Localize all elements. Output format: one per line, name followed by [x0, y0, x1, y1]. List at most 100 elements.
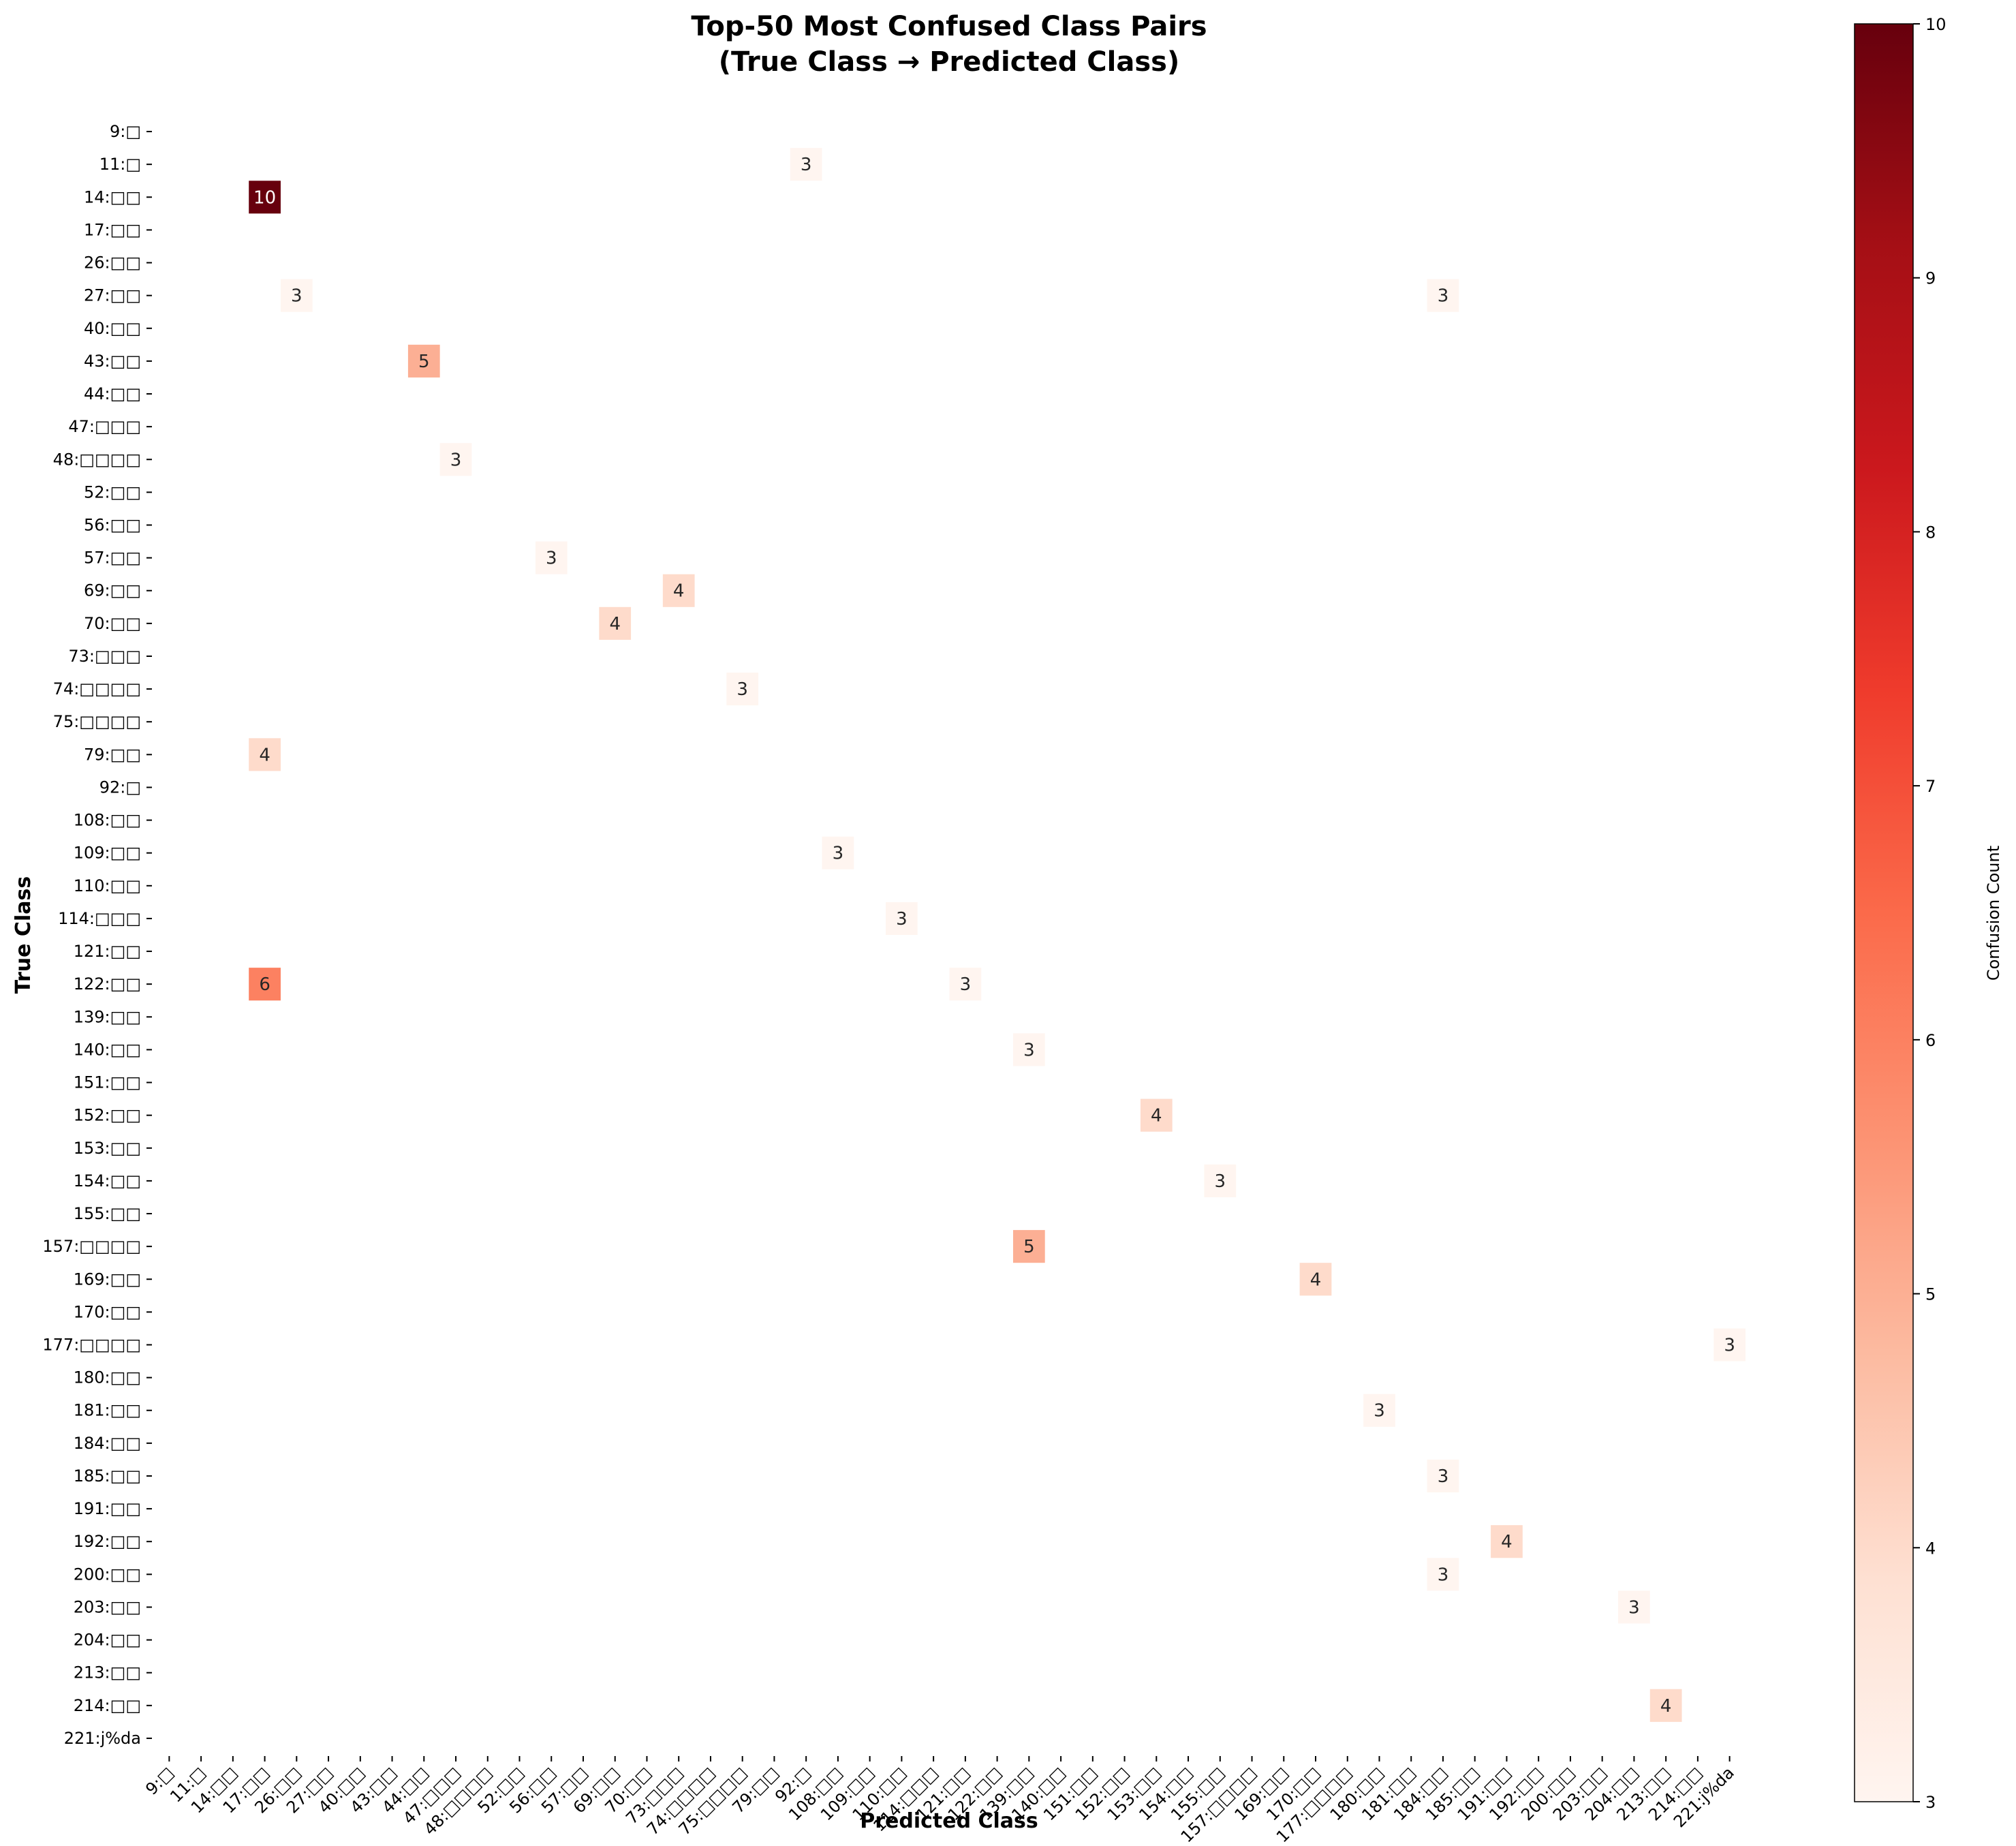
- cell-value-label: 3: [960, 974, 972, 995]
- heatmap-cell: [1012, 1033, 1045, 1066]
- y-tick-label: 177:□□□□: [42, 1336, 141, 1355]
- y-tick-label: 52:□□: [84, 482, 141, 502]
- colorbar-tick-label: 6: [1925, 1031, 1936, 1050]
- cell-value-label: 3: [896, 909, 908, 929]
- colorbar: [1855, 24, 1913, 1802]
- cell-value-label: 5: [1023, 1237, 1035, 1257]
- colorbar-tick-label: 7: [1925, 777, 1936, 796]
- cell-value-label: 3: [450, 450, 462, 470]
- x-axis-label: Predicted Class: [860, 1809, 1038, 1833]
- heatmap-cell: [662, 574, 695, 607]
- y-tick-label: 214:□□: [74, 1696, 141, 1715]
- heatmap-cell: [822, 836, 854, 870]
- colorbar-tick-label: 8: [1925, 523, 1936, 542]
- heatmap-cell: [1427, 1459, 1459, 1493]
- heatmap-cells: 3 10 3 3 5 3 3 4 4 3 4 3 3 6 3 3 4 3 5 4 3 3 3 4 3 3 4: [249, 148, 1746, 1722]
- heatmap-cell: [1012, 1230, 1045, 1263]
- y-tick-label: 170:□□: [74, 1302, 141, 1321]
- chart-title-line-2: (True Class → Predicted Class): [719, 46, 1179, 78]
- y-tick-label: 157:□□□□: [42, 1237, 141, 1256]
- heatmap-cell: [1140, 1098, 1173, 1132]
- cell-value-label: 4: [1660, 1696, 1672, 1717]
- cell-value-label: 10: [253, 187, 276, 208]
- y-tick-label: 43:□□: [84, 352, 141, 371]
- y-tick-label: 26:□□: [84, 253, 141, 273]
- heatmap-cell: [535, 541, 568, 574]
- cell-value-label: 3: [736, 679, 748, 700]
- cell-value-label: 4: [1151, 1106, 1162, 1126]
- y-tick-label: 184:□□: [74, 1434, 141, 1453]
- y-tick-label: 14:□□: [84, 187, 141, 206]
- y-tick-label: 110:□□: [74, 876, 141, 895]
- y-tick-label: 73:□□□: [68, 647, 141, 666]
- y-tick-label: 114:□□□: [58, 909, 141, 928]
- cell-value-label: 3: [801, 155, 812, 175]
- heatmap-cell: [726, 673, 759, 706]
- heatmap-cell: [439, 443, 472, 476]
- y-tick-label: 221:j%da: [64, 1729, 141, 1748]
- y-tick-label: 40:□□: [84, 319, 141, 338]
- y-tick-label: 69:□□: [84, 581, 141, 600]
- y-tick-label: 204:□□: [74, 1631, 141, 1650]
- y-tick-label: 203:□□: [74, 1597, 141, 1616]
- y-tick-label: 70:□□: [84, 614, 141, 633]
- y-tick-label: 11:□: [99, 155, 141, 174]
- colorbar-tick-label: 4: [1925, 1539, 1936, 1558]
- cell-value-label: 3: [1215, 1171, 1226, 1192]
- colorbar-label: Confusion Count: [1984, 846, 2003, 981]
- y-tick-label: 140:□□: [74, 1040, 141, 1059]
- y-tick-label: 200:□□: [74, 1565, 141, 1584]
- cell-value-label: 3: [1438, 286, 1449, 307]
- cell-value-label: 3: [1628, 1597, 1640, 1618]
- heatmap-cell: [249, 968, 281, 1001]
- cell-value-label: 3: [291, 286, 303, 307]
- y-tick-label: 44:□□: [84, 384, 141, 403]
- y-tick-label: 79:□□: [84, 745, 141, 764]
- heatmap-cell: [599, 606, 632, 640]
- cell-value-label: 6: [259, 974, 270, 995]
- heatmap-cell: [249, 738, 281, 771]
- y-tick-label: 57:□□: [84, 549, 141, 568]
- y-tick-label: 75:□□□□: [53, 712, 141, 731]
- heatmap-cell: [1427, 279, 1459, 312]
- y-tick-label: 153:□□: [74, 1139, 141, 1158]
- cell-value-label: 4: [259, 745, 270, 765]
- y-tick-labels: 9:□ 11:□ 14:□□ 17:□□ 26:□□ 27:□□ 40:□□ 43:□□ 44:…: [42, 122, 152, 1748]
- heatmap-cell: [280, 279, 313, 312]
- y-tick-label: 47:□□□: [68, 417, 141, 436]
- y-tick-label: 74:□□□□: [53, 679, 141, 698]
- cell-value-label: 3: [1374, 1401, 1385, 1421]
- y-tick-label: 9:□: [110, 122, 141, 141]
- heatmap-cell: [249, 181, 281, 214]
- y-axis-label: True Class: [12, 876, 35, 994]
- heatmap-cell: [1204, 1164, 1237, 1197]
- colorbar-tick-label: 10: [1925, 15, 1947, 34]
- heatmap-cell: [407, 344, 440, 378]
- y-tick-label: 192:□□: [74, 1532, 141, 1551]
- y-tick-label: 121:□□: [74, 942, 141, 961]
- y-tick-label: 139:□□: [74, 1007, 141, 1026]
- y-tick-label: 154:□□: [74, 1171, 141, 1190]
- y-tick-label: 56:□□: [84, 516, 141, 535]
- heatmap-cell: [1491, 1525, 1523, 1558]
- cell-value-label: 5: [418, 352, 430, 372]
- heatmap-cell: [790, 148, 822, 181]
- y-tick-label: 213:□□: [74, 1663, 141, 1682]
- colorbar-tick-label: 9: [1925, 269, 1936, 288]
- y-tick-label: 169:□□: [74, 1270, 141, 1289]
- cell-value-label: 4: [609, 614, 621, 634]
- heatmap-cell: [1299, 1263, 1332, 1296]
- y-tick-label: 155:□□: [74, 1204, 141, 1223]
- colorbar-frame: [1854, 23, 1914, 1802]
- y-tick-label: 48:□□□□: [53, 450, 141, 469]
- heatmap-cell: [1713, 1328, 1746, 1362]
- cell-value-label: 4: [1501, 1532, 1513, 1552]
- cell-value-label: 3: [1023, 1040, 1035, 1060]
- heatmap-cell: [1618, 1590, 1650, 1624]
- cell-value-label: 3: [1438, 1466, 1449, 1487]
- y-tick-label: 17:□□: [84, 220, 141, 239]
- y-tick-label: 185:□□: [74, 1466, 141, 1486]
- colorbar-tick-label: 3: [1925, 1793, 1936, 1812]
